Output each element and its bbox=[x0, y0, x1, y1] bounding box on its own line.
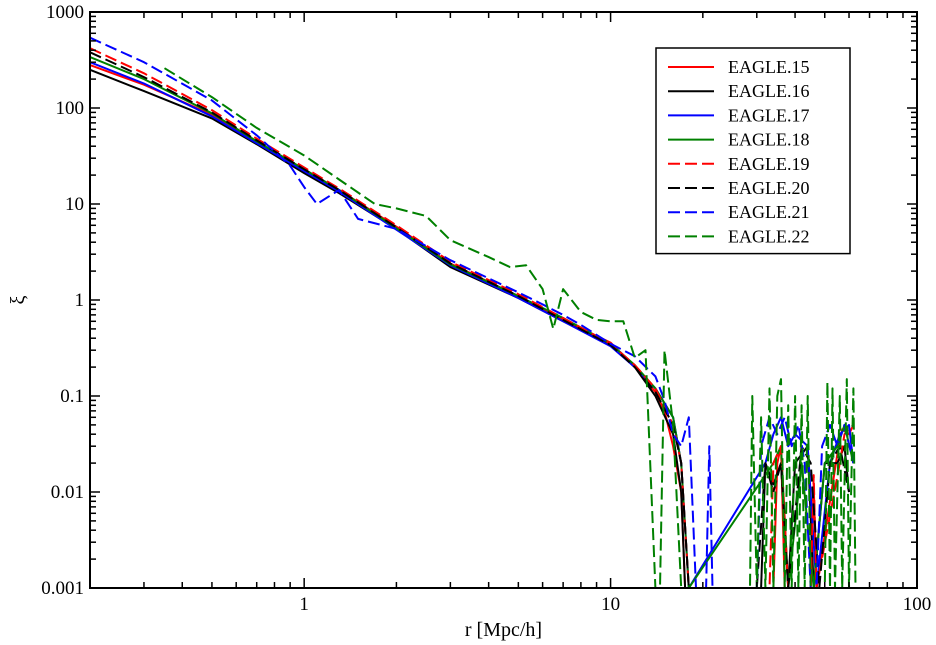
legend-entry: EAGLE.18 bbox=[728, 130, 809, 150]
y-tick-label: 1000 bbox=[46, 2, 84, 23]
series-layer bbox=[90, 36, 857, 588]
legend-entry: EAGLE.15 bbox=[728, 57, 809, 77]
legend-entry: EAGLE.22 bbox=[728, 226, 809, 246]
y-tick-label: 0.01 bbox=[51, 482, 84, 503]
y-tick-label: 1 bbox=[75, 290, 85, 311]
y-tick-label: 0.001 bbox=[41, 578, 84, 599]
series-line-eagle-22 bbox=[163, 67, 857, 588]
series-line-eagle-16 bbox=[90, 68, 850, 588]
x-tick-label: 100 bbox=[903, 594, 932, 615]
x-tick-label: 10 bbox=[601, 594, 620, 615]
legend-entry: EAGLE.16 bbox=[728, 81, 809, 101]
y-tick-label: 0.1 bbox=[60, 386, 84, 407]
ticks-layer: 1 10 100 0.001 0.01 0.1 1 10 100 1000 bbox=[41, 2, 931, 615]
y-tick-label: 100 bbox=[56, 98, 85, 119]
legend-entry: EAGLE.17 bbox=[728, 105, 809, 125]
y-axis-label: ξ bbox=[7, 295, 29, 304]
x-axis-label: r [Mpc/h] bbox=[465, 619, 542, 641]
legend-entry: EAGLE.19 bbox=[728, 154, 809, 174]
x-tick-label: 1 bbox=[299, 594, 309, 615]
legend-entry: EAGLE.21 bbox=[728, 202, 809, 222]
legend-entry: EAGLE.20 bbox=[728, 178, 809, 198]
y-tick-label: 10 bbox=[65, 194, 84, 215]
legend-box bbox=[655, 47, 851, 255]
legend: EAGLE.15 EAGLE.16 EAGLE.17 EAGLE.18 EAGLE.19… bbox=[655, 47, 851, 255]
